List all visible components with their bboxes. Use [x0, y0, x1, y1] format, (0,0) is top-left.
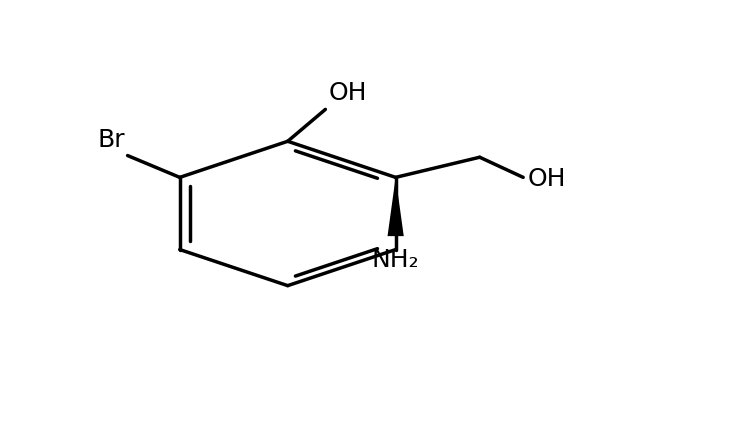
Text: OH: OH [528, 167, 566, 191]
Text: NH₂: NH₂ [372, 248, 420, 272]
Text: OH: OH [328, 82, 367, 106]
Text: Br: Br [97, 127, 125, 152]
Polygon shape [387, 177, 404, 236]
